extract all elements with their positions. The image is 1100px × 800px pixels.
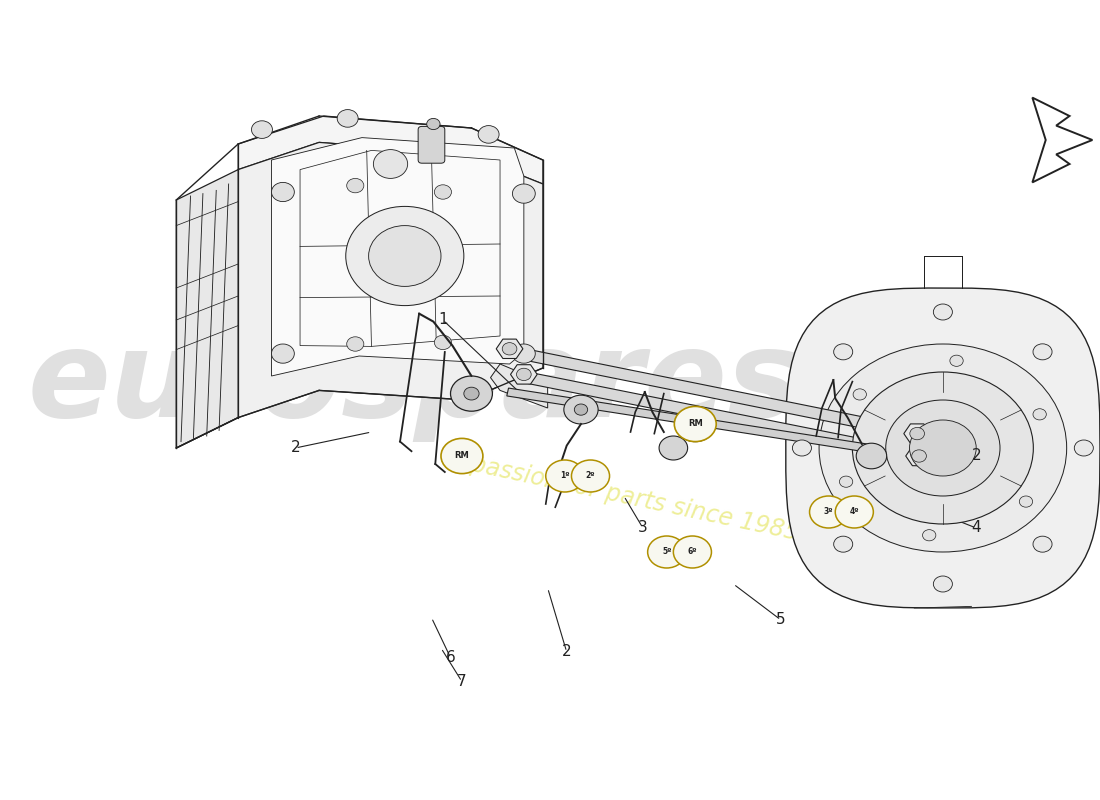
Polygon shape	[510, 365, 537, 384]
Circle shape	[835, 496, 873, 528]
Circle shape	[517, 368, 531, 381]
Circle shape	[441, 438, 483, 474]
Text: 6º: 6º	[688, 547, 697, 557]
Circle shape	[346, 337, 364, 351]
Text: 4º: 4º	[849, 507, 859, 517]
Circle shape	[854, 389, 867, 400]
Circle shape	[792, 440, 812, 456]
Polygon shape	[238, 116, 543, 184]
Circle shape	[464, 387, 480, 400]
Circle shape	[820, 344, 1067, 552]
Polygon shape	[905, 446, 933, 466]
Circle shape	[810, 496, 848, 528]
Circle shape	[546, 460, 584, 492]
Circle shape	[923, 530, 936, 541]
Circle shape	[1020, 496, 1033, 507]
Circle shape	[834, 344, 852, 360]
Circle shape	[933, 304, 953, 320]
Circle shape	[839, 476, 853, 487]
Circle shape	[338, 110, 359, 127]
Polygon shape	[785, 288, 1100, 608]
Circle shape	[852, 372, 1033, 524]
Text: 2º: 2º	[586, 471, 595, 481]
Text: 5º: 5º	[662, 547, 671, 557]
Text: eurospares: eurospares	[28, 326, 801, 442]
Polygon shape	[176, 170, 238, 448]
Circle shape	[834, 536, 852, 552]
FancyBboxPatch shape	[683, 417, 710, 434]
Text: 2: 2	[971, 449, 981, 463]
Circle shape	[434, 185, 451, 199]
Circle shape	[1033, 409, 1046, 420]
Text: 3: 3	[638, 521, 648, 535]
Polygon shape	[496, 339, 522, 358]
Circle shape	[1033, 536, 1052, 552]
Text: 4: 4	[971, 521, 981, 535]
Circle shape	[674, 406, 716, 442]
Polygon shape	[491, 364, 548, 408]
Circle shape	[648, 536, 685, 568]
Text: RM: RM	[688, 419, 703, 429]
Polygon shape	[238, 142, 543, 418]
Text: 1º: 1º	[560, 471, 570, 481]
Circle shape	[503, 342, 517, 355]
Circle shape	[513, 344, 536, 363]
Circle shape	[373, 150, 408, 178]
Text: 5: 5	[777, 613, 785, 627]
Circle shape	[933, 576, 953, 592]
Circle shape	[912, 450, 926, 462]
Text: 7: 7	[458, 674, 466, 689]
Text: 2: 2	[290, 441, 300, 455]
Text: a passion for parts since 1985: a passion for parts since 1985	[447, 447, 801, 545]
Circle shape	[478, 126, 499, 143]
Circle shape	[1075, 440, 1093, 456]
Circle shape	[252, 121, 273, 138]
FancyBboxPatch shape	[418, 126, 444, 163]
Circle shape	[513, 184, 536, 203]
Circle shape	[572, 460, 609, 492]
Circle shape	[368, 226, 441, 286]
Circle shape	[564, 395, 598, 424]
Polygon shape	[1033, 98, 1092, 182]
Polygon shape	[272, 138, 524, 376]
Circle shape	[345, 206, 464, 306]
Polygon shape	[503, 345, 918, 439]
Circle shape	[910, 420, 976, 476]
Circle shape	[427, 118, 440, 130]
Circle shape	[451, 376, 493, 411]
Text: RM: RM	[454, 451, 470, 461]
Circle shape	[346, 178, 364, 193]
Circle shape	[673, 536, 712, 568]
Circle shape	[434, 335, 451, 350]
Circle shape	[910, 427, 924, 440]
Text: 3º: 3º	[824, 507, 834, 517]
Circle shape	[574, 404, 587, 415]
Circle shape	[272, 182, 295, 202]
Text: 2: 2	[562, 645, 572, 659]
Text: 6: 6	[446, 650, 455, 665]
Circle shape	[676, 410, 714, 442]
Polygon shape	[517, 370, 921, 462]
Circle shape	[1033, 344, 1052, 360]
Polygon shape	[507, 388, 868, 452]
Circle shape	[272, 344, 295, 363]
Circle shape	[886, 400, 1000, 496]
Circle shape	[856, 443, 887, 469]
Circle shape	[659, 436, 688, 460]
Circle shape	[950, 355, 964, 366]
Polygon shape	[904, 424, 931, 443]
Text: 1: 1	[438, 313, 448, 327]
